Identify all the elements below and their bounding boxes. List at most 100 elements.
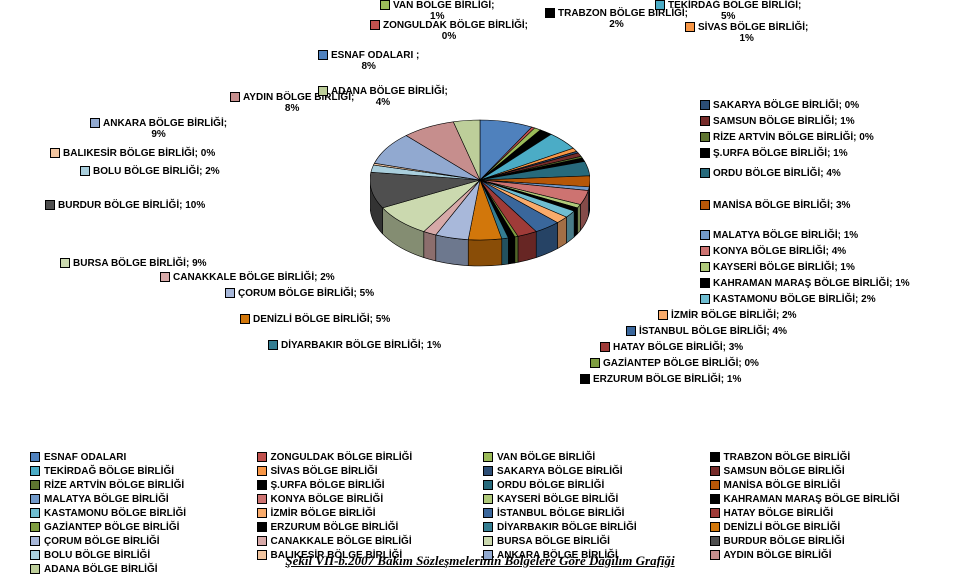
swatch-icon: [700, 148, 710, 158]
pie-callout-label: ANKARA BÖLGE BİRLİĞİ;9%: [103, 118, 227, 140]
swatch-icon: [380, 0, 390, 10]
swatch-icon: [700, 262, 710, 272]
swatch-icon: [160, 272, 170, 282]
pie-callout: ADANA BÖLGE BİRLİĞİ;4%: [318, 86, 448, 108]
legend-item: ZONGULDAK BÖLGE BİRLİĞİ: [257, 450, 478, 464]
legend-item-label: ESNAF ODALARI: [44, 452, 126, 463]
legend-item-label: CANAKKALE BÖLGE BİRLİĞİ: [271, 536, 412, 547]
swatch-icon: [710, 452, 720, 462]
legend-item: ÇORUM BÖLGE BİRLİĞİ: [30, 534, 251, 548]
legend-item: BURDUR BÖLGE BİRLİĞİ: [710, 534, 931, 548]
swatch-icon: [545, 8, 555, 18]
pie-callout: KONYA BÖLGE BİRLİĞİ; 4%: [700, 246, 846, 257]
swatch-icon: [257, 536, 267, 546]
pie-callout-label: ZONGULDAK BÖLGE BİRLİĞİ;0%: [383, 20, 528, 42]
pie-callout: TEKİRDAĞ BÖLGE BİRLİĞİ;5%: [655, 0, 801, 22]
pie-callout: İSTANBUL BÖLGE BİRLİĞİ; 4%: [626, 326, 787, 337]
pie-callout: VAN BÖLGE BİRLİĞİ;1%: [380, 0, 494, 22]
legend-item: ESNAF ODALARI: [30, 450, 251, 464]
legend-item-label: BURSA BÖLGE BİRLİĞİ: [497, 536, 610, 547]
pie-callout: ESNAF ODALARI ;8%: [318, 50, 419, 72]
swatch-icon: [318, 86, 328, 96]
swatch-icon: [700, 100, 710, 110]
legend-item-label: DENİZLİ BÖLGE BİRLİĞİ: [724, 522, 841, 533]
swatch-icon: [700, 116, 710, 126]
legend-item-label: HATAY BÖLGE BİRLİĞİ: [724, 508, 834, 519]
legend-item-label: ZONGULDAK BÖLGE BİRLİĞİ: [271, 452, 413, 463]
legend-item-label: KASTAMONU BÖLGE BİRLİĞİ: [44, 508, 186, 519]
legend-item-label: RİZE ARTVİN BÖLGE BİRLİĞİ: [44, 480, 184, 491]
swatch-icon: [580, 374, 590, 384]
legend-item-label: İSTANBUL BÖLGE BİRLİĞİ: [497, 508, 624, 519]
swatch-icon: [700, 132, 710, 142]
legend-item: MANİSA BÖLGE BİRLİĞİ: [710, 478, 931, 492]
pie-callout: BOLU BÖLGE BİRLİĞİ; 2%: [80, 166, 220, 177]
pie-callout: KAYSERİ BÖLGE BİRLİĞİ; 1%: [700, 262, 855, 273]
legend-item-label: ORDU BÖLGE BİRLİĞİ: [497, 480, 604, 491]
swatch-icon: [600, 342, 610, 352]
swatch-icon: [80, 166, 90, 176]
pie-callout-label: ESNAF ODALARI ;8%: [331, 50, 419, 72]
legend-item: TEKİRDAĞ BÖLGE BİRLİĞİ: [30, 464, 251, 478]
pie-callout-label: ORDU BÖLGE BİRLİĞİ; 4%: [713, 168, 841, 179]
pie-callout-label: KONYA BÖLGE BİRLİĞİ; 4%: [713, 246, 846, 257]
pie-callout-label: BALIKESİR BÖLGE BİRLİĞİ; 0%: [63, 148, 215, 159]
legend-item-label: ÇORUM BÖLGE BİRLİĞİ: [44, 536, 160, 547]
legend-item-label: VAN BÖLGE BİRLİĞİ: [497, 452, 595, 463]
pie-chart: ESNAF ODALARI ;8% ZONGULDAK BÖLGE BİRLİĞİ…: [0, 0, 960, 440]
pie-callout-label: SAKARYA BÖLGE BİRLİĞİ; 0%: [713, 100, 859, 111]
swatch-icon: [710, 494, 720, 504]
pie-callout-label: BOLU BÖLGE BİRLİĞİ; 2%: [93, 166, 220, 177]
pie-callout: Ş.URFA BÖLGE BİRLİĞİ; 1%: [700, 148, 848, 159]
pie-callout: SİVAS BÖLGE BİRLİĞİ;1%: [685, 22, 808, 44]
pie-svg: [370, 80, 590, 300]
swatch-icon: [710, 508, 720, 518]
pie-callout-label: KAHRAMAN MARAŞ BÖLGE BİRLİĞİ; 1%: [713, 278, 910, 289]
pie-callout: DENİZLİ BÖLGE BİRLİĞİ; 5%: [240, 314, 390, 325]
legend-item: KONYA BÖLGE BİRLİĞİ: [257, 492, 478, 506]
swatch-icon: [685, 22, 695, 32]
pie-callout-label: BURDUR BÖLGE BİRLİĞİ; 10%: [58, 200, 205, 211]
pie-callout-label: DİYARBAKIR BÖLGE BİRLİĞİ; 1%: [281, 340, 441, 351]
legend-item: GAZİANTEP BÖLGE BİRLİĞİ: [30, 520, 251, 534]
legend-item: RİZE ARTVİN BÖLGE BİRLİĞİ: [30, 478, 251, 492]
legend-item: DİYARBAKIR BÖLGE BİRLİĞİ: [483, 520, 704, 534]
legend-item-label: Ş.URFA BÖLGE BİRLİĞİ: [271, 480, 385, 491]
swatch-icon: [257, 508, 267, 518]
pie-callout-label: RİZE ARTVİN BÖLGE BİRLİĞİ; 0%: [713, 132, 874, 143]
legend-item-label: TEKİRDAĞ BÖLGE BİRLİĞİ: [44, 466, 174, 477]
caption: Şekil VII-b.2007 Bakım Sözleşmelerinin B…: [0, 553, 960, 569]
pie-callout: GAZİANTEP BÖLGE BİRLİĞİ; 0%: [590, 358, 759, 369]
legend-item-label: BURDUR BÖLGE BİRLİĞİ: [724, 536, 845, 547]
pie-callout: HATAY BÖLGE BİRLİĞİ; 3%: [600, 342, 743, 353]
pie-callout-label: KASTAMONU BÖLGE BİRLİĞİ; 2%: [713, 294, 876, 305]
pie-callout: MALATYA BÖLGE BİRLİĞİ; 1%: [700, 230, 858, 241]
legend-item-label: KAYSERİ BÖLGE BİRLİĞİ: [497, 494, 618, 505]
swatch-icon: [257, 494, 267, 504]
swatch-icon: [30, 536, 40, 546]
swatch-icon: [225, 288, 235, 298]
pie-callout-label: TEKİRDAĞ BÖLGE BİRLİĞİ;5%: [668, 0, 801, 22]
legend-item: DENİZLİ BÖLGE BİRLİĞİ: [710, 520, 931, 534]
swatch-icon: [257, 522, 267, 532]
swatch-icon: [626, 326, 636, 336]
swatch-icon: [318, 50, 328, 60]
pie-callout: MANİSA BÖLGE BİRLİĞİ; 3%: [700, 200, 850, 211]
legend-item: CANAKKALE BÖLGE BİRLİĞİ: [257, 534, 478, 548]
swatch-icon: [700, 200, 710, 210]
pie-callout: SAMSUN BÖLGE BİRLİĞİ; 1%: [700, 116, 855, 127]
pie-callout: SAKARYA BÖLGE BİRLİĞİ; 0%: [700, 100, 859, 111]
legend-item: ORDU BÖLGE BİRLİĞİ: [483, 478, 704, 492]
legend-item: HATAY BÖLGE BİRLİĞİ: [710, 506, 931, 520]
swatch-icon: [483, 508, 493, 518]
pie-callout: BURSA BÖLGE BİRLİĞİ; 9%: [60, 258, 207, 269]
pie-callout: KAHRAMAN MARAŞ BÖLGE BİRLİĞİ; 1%: [700, 278, 910, 289]
swatch-icon: [60, 258, 70, 268]
legend-item-label: KAHRAMAN MARAŞ BÖLGE BİRLİĞİ: [724, 494, 900, 505]
legend-item: MALATYA BÖLGE BİRLİĞİ: [30, 492, 251, 506]
legend-item: ERZURUM BÖLGE BİRLİĞİ: [257, 520, 478, 534]
swatch-icon: [590, 358, 600, 368]
swatch-icon: [483, 480, 493, 490]
legend-item-label: KONYA BÖLGE BİRLİĞİ: [271, 494, 384, 505]
swatch-icon: [483, 452, 493, 462]
